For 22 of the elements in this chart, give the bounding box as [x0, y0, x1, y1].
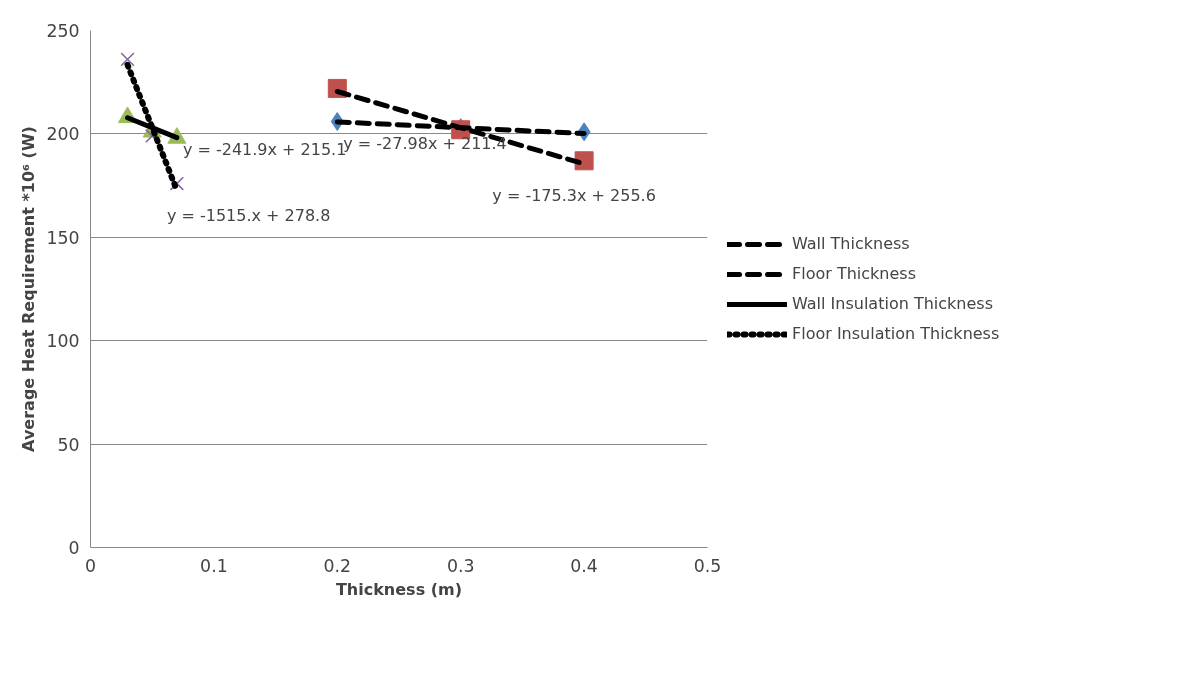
y-tick-label: 50 — [57, 434, 80, 455]
point — [120, 52, 135, 67]
x-tick-label: 0 — [84, 555, 97, 576]
y-axis-title: Average Heat Requirement *10⁶ (W) — [19, 126, 39, 452]
legend-label: Floor Thickness — [792, 264, 916, 283]
y-tick-label: 0 — [68, 538, 80, 558]
annotation: y = -1515.x + 278.8 — [166, 206, 331, 226]
legend-label: Wall Thickness — [792, 234, 910, 253]
annotation: y = -175.3x + 255.6 — [492, 185, 656, 205]
x-tick-label: 0.5 — [693, 555, 722, 576]
x-tick-label: 0.4 — [570, 555, 598, 576]
legend-label: Floor Insulation Thickness — [792, 324, 1000, 343]
x-tick-label: 0.2 — [323, 555, 352, 576]
legend-label: Wall Insulation Thickness — [792, 294, 993, 313]
y-tick-label: 150 — [46, 227, 80, 248]
y-tick-label: 200 — [46, 124, 80, 145]
x-tick-label: 0.3 — [446, 555, 475, 576]
y-tick-label: 100 — [46, 331, 80, 352]
y-tick-label: 250 — [46, 21, 80, 41]
x-tick-label: 0.1 — [200, 555, 228, 576]
x-axis-title: Thickness (m) — [335, 579, 463, 599]
point — [574, 151, 594, 171]
